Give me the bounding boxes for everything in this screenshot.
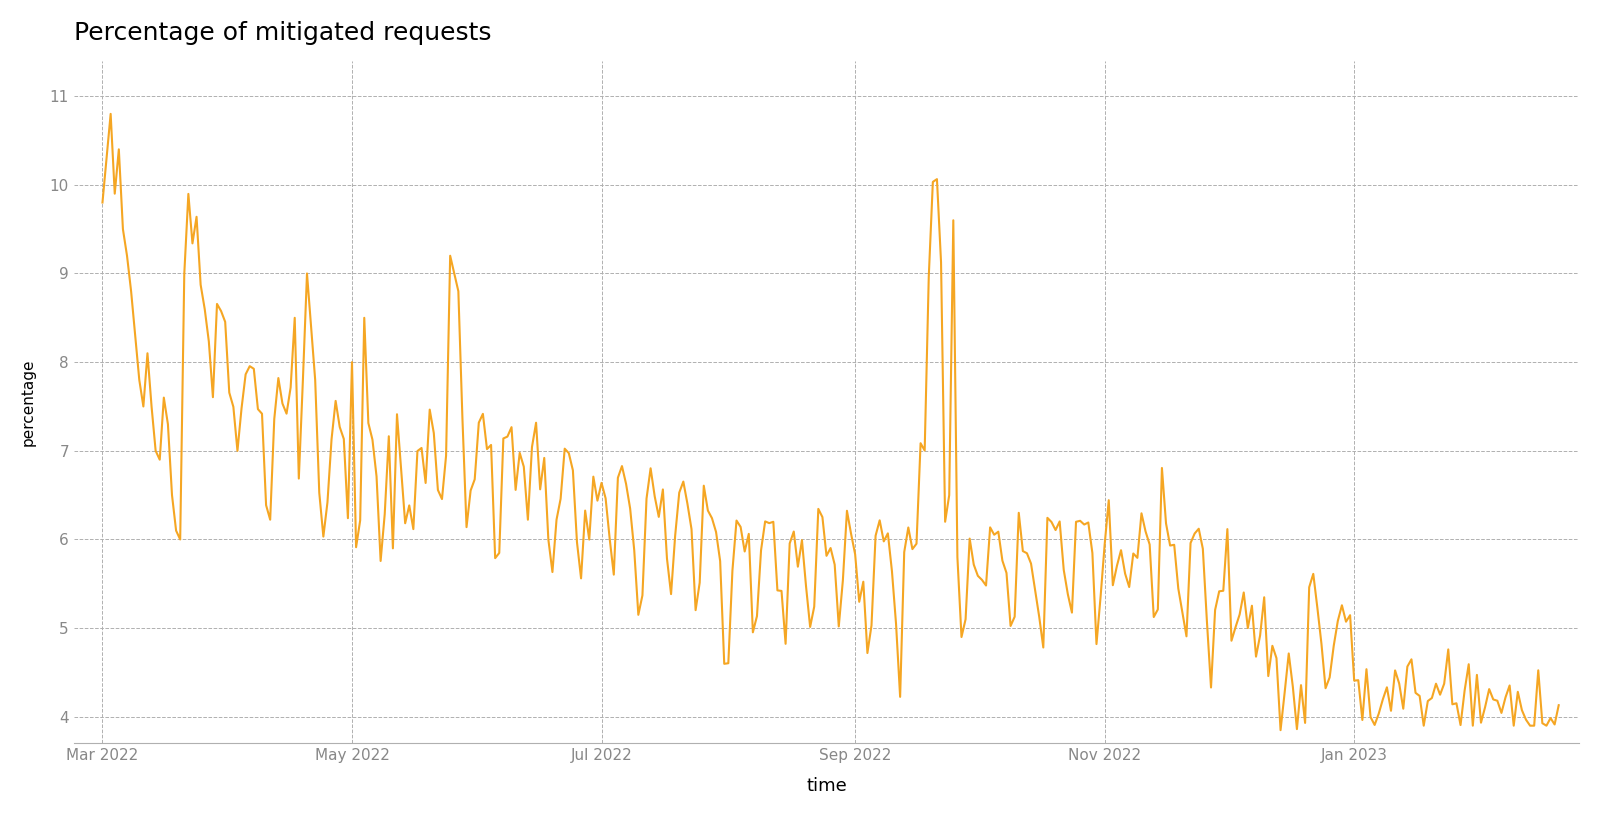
Text: Percentage of mitigated requests: Percentage of mitigated requests: [74, 21, 491, 45]
X-axis label: time: time: [806, 777, 846, 795]
Y-axis label: percentage: percentage: [21, 358, 35, 446]
